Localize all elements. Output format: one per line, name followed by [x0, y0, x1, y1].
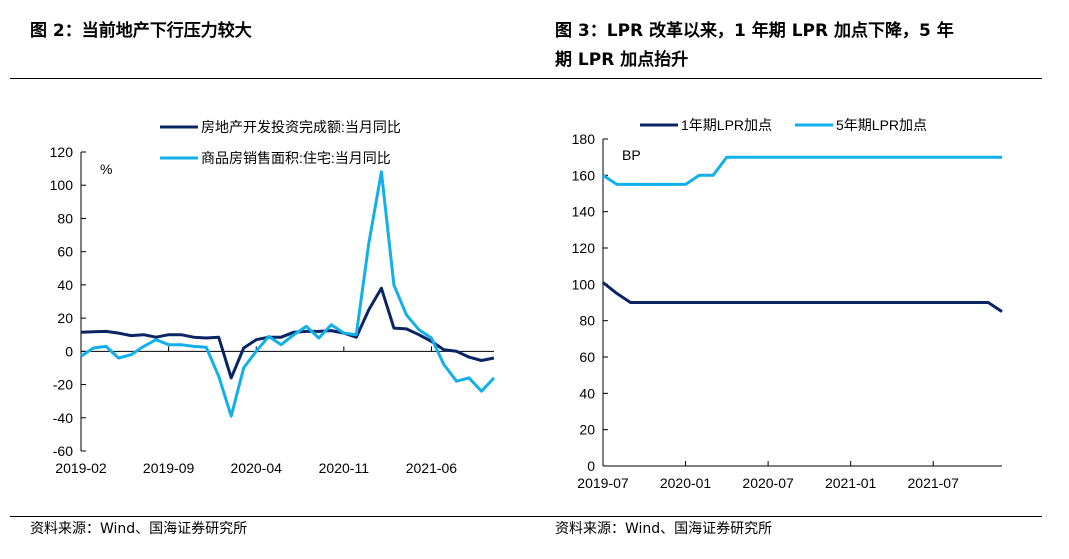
chart2-x-tick-label: 2021-07: [908, 475, 960, 491]
chart2-y-tick-label: 180: [572, 131, 596, 147]
chart2-y-tick-label: 80: [579, 313, 595, 329]
chart1-y-tick-label: -20: [53, 377, 73, 393]
chart2-series-line-2: [602, 155, 1002, 186]
chart1-y-tick-label: 120: [50, 144, 74, 160]
chart1-legend-label-1: 房地产开发投资完成额:当月同比: [201, 119, 401, 135]
chart2-y-tick-label: 160: [572, 167, 596, 183]
top-divider: [10, 78, 1042, 79]
left-source: 资料来源：Wind、国海证券研究所: [30, 521, 248, 537]
chart2-y-tick-label: 140: [572, 204, 596, 220]
right-chart-title-line1: 图 3：LPR 改革以来，1 年期 LPR 加点下降，5 年: [555, 21, 954, 41]
right-chart-title-line2: 期 LPR 加点抬升: [555, 50, 689, 70]
chart1-legend-label-2: 商品房销售面积:住宅:当月同比: [201, 150, 391, 166]
chart1-y-tick-label: 80: [57, 210, 73, 226]
chart1-y-tick-label: 60: [57, 244, 73, 260]
chart2-unit-label: BP: [622, 147, 641, 163]
chart1-series-line-2: [80, 170, 496, 418]
chart2-y-tick-label: 100: [572, 276, 596, 292]
chart1-x-tick-label: 2020-11: [319, 460, 370, 476]
chart1-y-tick-label: 100: [50, 177, 74, 193]
chart1-y-tick-label: 20: [57, 310, 73, 326]
chart1-y-tick-label: -60: [53, 443, 73, 459]
bottom-divider: [10, 516, 1042, 517]
chart1-x-tick-label: 2021-06: [406, 460, 458, 476]
chart1-x-tick-label: 2019-09: [143, 460, 195, 476]
chart2-x-tick-label: 2019-07: [577, 475, 629, 491]
chart2-y-tick-label: 40: [579, 385, 595, 401]
chart1-y-tick-label: 40: [57, 277, 73, 293]
chart1-series-line-1: [80, 286, 495, 380]
chart1-x-tick-label: 2019-02: [55, 460, 107, 476]
chart2-series-line-1: [602, 281, 1003, 313]
chart2-y-tick-label: 120: [572, 240, 596, 256]
right-source: 资料来源：Wind、国海证券研究所: [555, 521, 773, 537]
chart1-y-tick-label: -40: [53, 410, 73, 426]
chart1-x-tick-label: 2020-04: [231, 460, 283, 476]
chart2-x-tick-label: 2020-01: [660, 475, 712, 491]
chart1-y-tick-label: 0: [65, 343, 73, 359]
chart2-legend-label-1: 1年期LPR加点: [681, 117, 772, 133]
chart2-y-tick-label: 60: [579, 349, 595, 365]
chart2-y-tick-label: 20: [579, 422, 595, 438]
chart1-unit-label: %: [100, 161, 112, 177]
left-chart-title: 图 2：当前地产下行压力较大: [30, 21, 252, 41]
chart2-y-tick-label: 0: [587, 458, 595, 474]
chart2-legend-label-2: 5年期LPR加点: [836, 117, 927, 133]
chart2-x-tick-label: 2020-07: [742, 475, 794, 491]
chart2-x-tick-label: 2021-01: [825, 475, 877, 491]
